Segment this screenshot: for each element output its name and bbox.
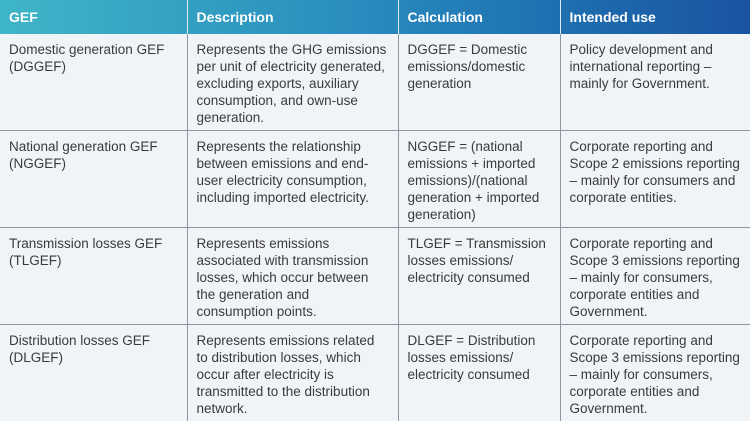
table-header-row: GEF Description Calculation Intended use — [0, 0, 750, 34]
cell-intended-use: Policy development and international rep… — [560, 34, 750, 131]
cell-description: Represents the relationship between emis… — [187, 131, 398, 228]
table-row: Distribution losses GEF (DLGEF) Represen… — [0, 325, 750, 421]
cell-description: Represents emissions associated with tra… — [187, 228, 398, 325]
cell-calculation: DLGEF = Distribution losses emissions/ e… — [398, 325, 560, 421]
table-row: Transmission losses GEF (TLGEF) Represen… — [0, 228, 750, 325]
cell-intended-use: Corporate reporting and Scope 2 emission… — [560, 131, 750, 228]
cell-description: Represents emissions related to distribu… — [187, 325, 398, 421]
cell-gef: Distribution losses GEF (DLGEF) — [0, 325, 187, 421]
cell-gef: National generation GEF (NGGEF) — [0, 131, 187, 228]
cell-gef: Domestic generation GEF (DGGEF) — [0, 34, 187, 131]
cell-gef: Transmission losses GEF (TLGEF) — [0, 228, 187, 325]
cell-intended-use: Corporate reporting and Scope 3 emission… — [560, 228, 750, 325]
cell-calculation: NGGEF = (national emissions + imported e… — [398, 131, 560, 228]
header-gef: GEF — [0, 0, 187, 34]
cell-calculation: DGGEF = Domestic emissions/domestic gene… — [398, 34, 560, 131]
table-row: National generation GEF (NGGEF) Represen… — [0, 131, 750, 228]
cell-calculation: TLGEF = Transmission losses emissions/ e… — [398, 228, 560, 325]
header-description: Description — [187, 0, 398, 34]
header-calculation: Calculation — [398, 0, 560, 34]
header-intended-use: Intended use — [560, 0, 750, 34]
cell-description: Represents the GHG emissions per unit of… — [187, 34, 398, 131]
cell-intended-use: Corporate reporting and Scope 3 emission… — [560, 325, 750, 421]
table-row: Domestic generation GEF (DGGEF) Represen… — [0, 34, 750, 131]
